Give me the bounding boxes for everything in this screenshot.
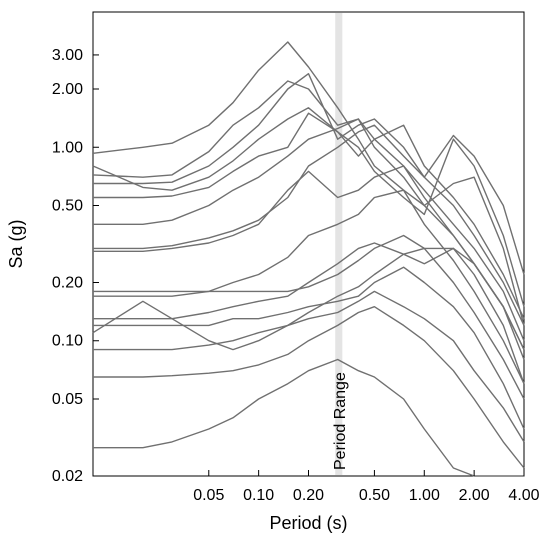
series-line-1 xyxy=(92,41,525,385)
x-tick-label: 4.00 xyxy=(508,487,539,504)
period-range-label: Period Range xyxy=(332,372,349,470)
x-tick-label: 2.00 xyxy=(459,487,490,504)
series-line-6 xyxy=(93,118,525,341)
period-range-band xyxy=(335,13,343,475)
y-axis-title: Sa (g) xyxy=(6,219,26,268)
y-tick-label: 0.10 xyxy=(52,333,83,350)
series-line-10 xyxy=(93,234,525,360)
series-line-16 xyxy=(93,358,524,477)
series-line-12 xyxy=(92,247,525,400)
y-tick-label: 0.50 xyxy=(52,197,83,214)
series-line-3 xyxy=(93,72,525,326)
series-line-14 xyxy=(93,290,525,443)
series-line-9 xyxy=(93,176,525,326)
x-tick-label: 0.05 xyxy=(193,487,224,504)
x-tick-label: 0.10 xyxy=(243,487,274,504)
y-tick-label: 0.20 xyxy=(52,275,83,292)
x-axis-title: Period (s) xyxy=(269,513,347,533)
y-tick-label: 1.00 xyxy=(52,139,83,156)
y-tick-label: 0.02 xyxy=(52,468,83,485)
y-tick-label: 0.05 xyxy=(52,391,83,408)
series-line-11 xyxy=(93,242,525,384)
series-line-5 xyxy=(93,112,525,307)
series-line-7 xyxy=(93,124,525,275)
series-line-13 xyxy=(93,266,525,430)
y-tick-label: 2.00 xyxy=(52,81,83,98)
x-tick-label: 0.20 xyxy=(293,487,324,504)
ticks-group: 0.05 0.10 0.20 0.50 1.00 2.00 4.00 0.02 0.05 0.10… xyxy=(52,47,540,504)
series-line-15 xyxy=(93,306,525,469)
series-line-8 xyxy=(93,165,525,350)
series-group xyxy=(92,41,525,477)
x-tick-label: 0.50 xyxy=(359,487,390,504)
x-tick-label: 1.00 xyxy=(409,487,440,504)
y-tick-label: 3.00 xyxy=(52,47,83,64)
